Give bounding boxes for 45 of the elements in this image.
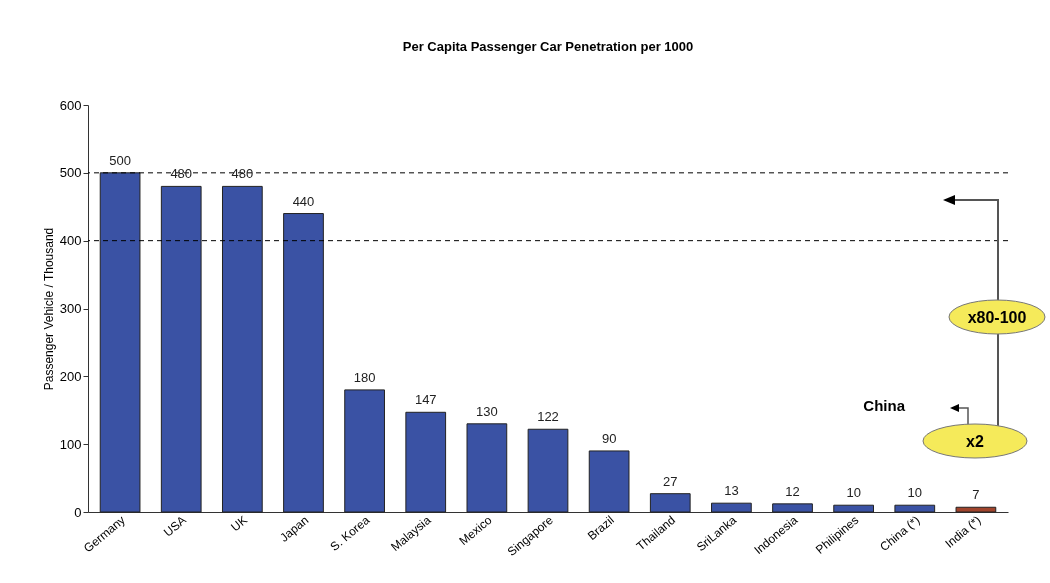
bar [99, 172, 141, 513]
x-tick-label: UK [228, 512, 251, 535]
y-tick-label: 100 [59, 436, 82, 452]
bar [649, 493, 691, 513]
bar [466, 423, 508, 513]
data-label: 147 [414, 392, 437, 408]
data-label: 480 [170, 166, 193, 182]
bar [344, 389, 385, 513]
y-axis-title: Passenger Vehicle / Thousand [41, 227, 56, 391]
data-label: 480 [231, 166, 254, 182]
bar [283, 213, 324, 513]
y-tick-label: 200 [59, 368, 82, 384]
annotation: x2 [966, 433, 984, 450]
bar [833, 504, 875, 513]
bar [894, 504, 936, 513]
y-tick-label: 500 [59, 165, 82, 181]
bar [711, 502, 752, 513]
data-label: 500 [109, 152, 131, 168]
data-label: 10 [907, 485, 923, 501]
data-label: 27 [663, 473, 678, 489]
bar [772, 503, 813, 513]
bar [527, 428, 569, 513]
annotation: x80-100 [967, 309, 1027, 326]
data-label: 90 [601, 430, 617, 446]
data-label: 10 [846, 485, 861, 501]
y-tick-label: 0 [74, 504, 82, 520]
chart-title: Per Capita Passenger Car Penetration per 1000 [402, 39, 694, 54]
data-label: 12 [785, 483, 800, 499]
bar [588, 450, 630, 513]
data-label: 13 [724, 483, 739, 499]
x-tick-label: USA [161, 512, 189, 540]
data-label: 440 [292, 193, 315, 209]
data-label: 7 [972, 487, 980, 503]
y-tick-label: 600 [59, 97, 82, 113]
annotation: China [863, 397, 906, 414]
bar [955, 506, 997, 513]
y-tick-label: 300 [59, 301, 82, 316]
bar [405, 411, 447, 513]
data-label: 180 [353, 369, 376, 385]
bar [160, 185, 202, 513]
data-label: 122 [537, 409, 559, 425]
bar [221, 185, 263, 513]
x-tick-label: India (*) [942, 512, 984, 551]
data-label: 130 [476, 403, 498, 419]
y-tick-label: 400 [59, 233, 82, 249]
